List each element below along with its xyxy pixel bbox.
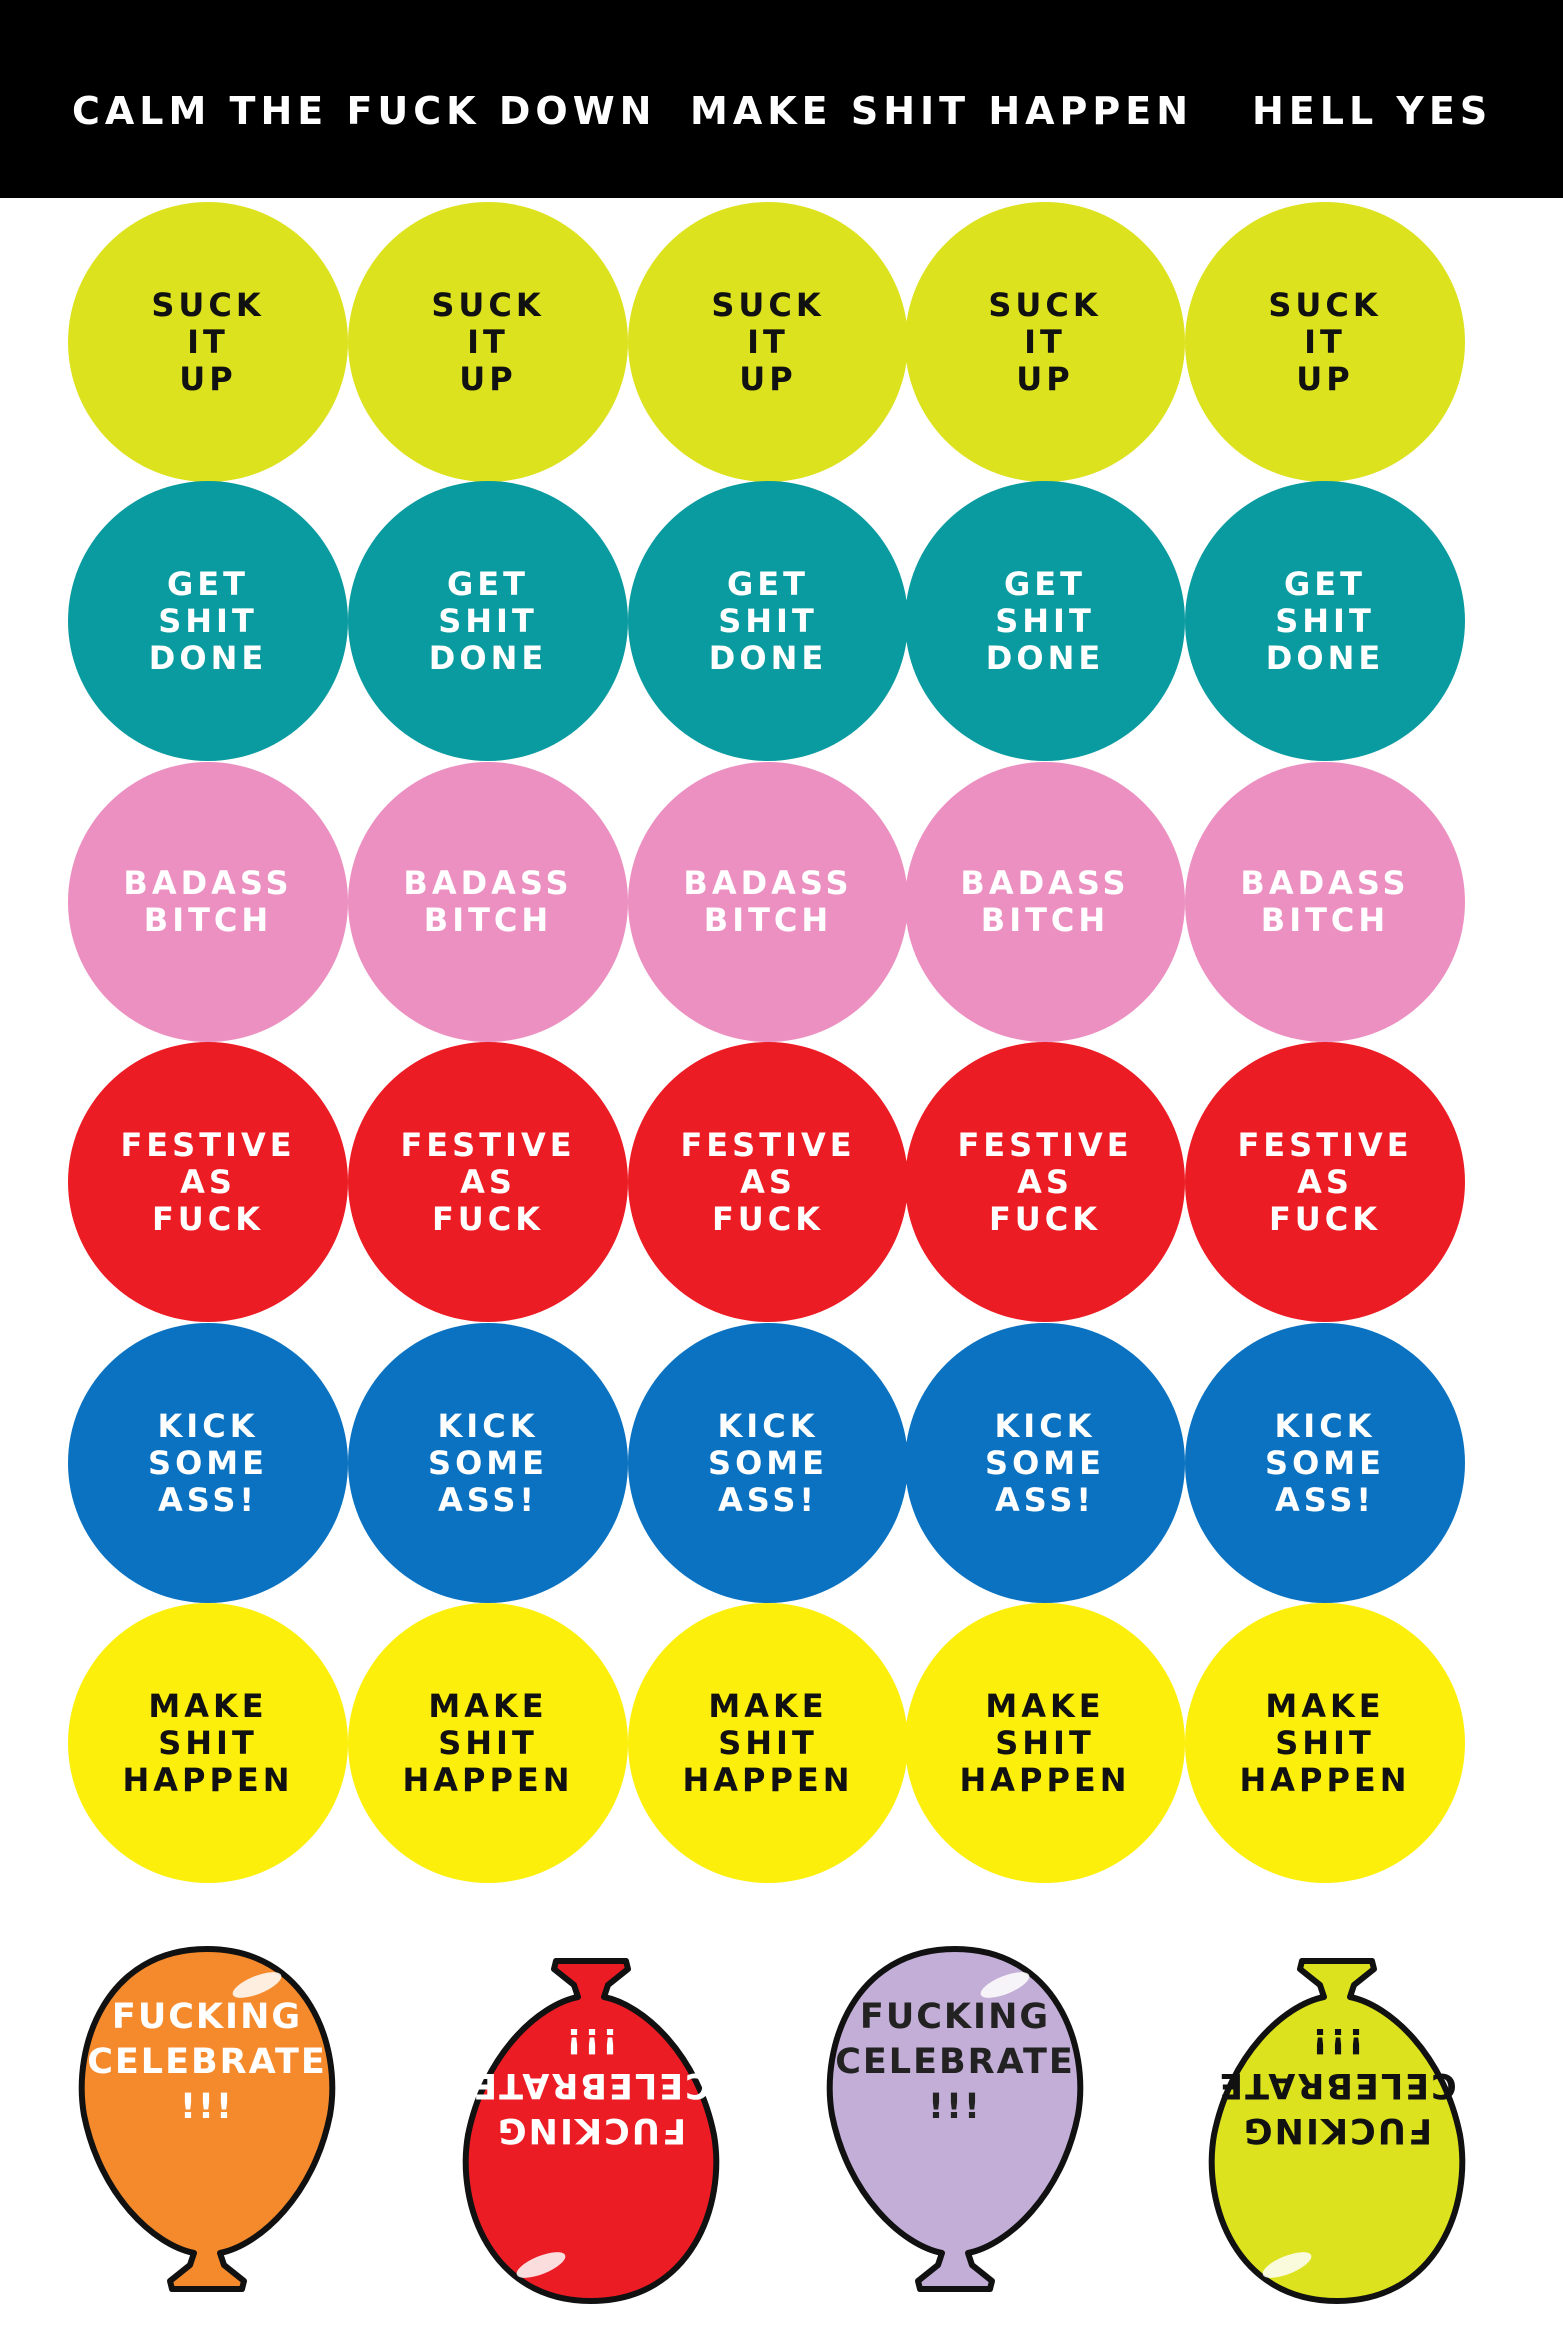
sticker-label: SUCK IT UP — [988, 285, 1102, 398]
balloon-icon — [78, 1946, 336, 2292]
sticker-suck-it-up[interactable]: SUCK IT UP — [1185, 202, 1465, 482]
sticker-suck-it-up[interactable]: SUCK IT UP — [68, 202, 348, 482]
sticker-badass-bitch[interactable]: BADASS BITCH — [68, 762, 348, 1042]
sticker-make-shit-happen[interactable]: MAKE SHIT HAPPEN — [905, 1603, 1185, 1883]
sticker-badass-bitch[interactable]: BADASS BITCH — [628, 762, 908, 1042]
balloon-sticker-1[interactable]: FUCKING CELEBRATE !!! — [62, 1905, 352, 2305]
sticker-get-shit-done[interactable]: GET SHIT DONE — [68, 481, 348, 761]
sticker-label: MAKE SHIT HAPPEN — [959, 1686, 1131, 1799]
balloon-icon — [826, 1946, 1084, 2292]
sticker-label: GET SHIT DONE — [708, 564, 828, 677]
sticker-row-make-shit-happen: MAKE SHIT HAPPEN MAKE SHIT HAPPEN MAKE SHI… — [0, 1603, 1563, 1883]
sticker-festive-as-fuck[interactable]: FESTIVE AS FUCK — [68, 1042, 348, 1322]
balloon-shine — [980, 1972, 1030, 1998]
header-label-hell-yes[interactable]: HELL YES — [1252, 89, 1493, 133]
sticker-kick-some-ass[interactable]: KICK SOME ASS! — [348, 1323, 628, 1603]
sticker-row-festive-as-fuck: FESTIVE AS FUCK FESTIVE AS FUCK FESTIVE AS… — [0, 1042, 1563, 1322]
balloon-sticker-3[interactable]: FUCKING CELEBRATE !!! — [810, 1905, 1100, 2305]
sticker-label: KICK SOME ASS! — [985, 1406, 1105, 1519]
sticker-label: BADASS BITCH — [403, 864, 573, 939]
sticker-row-suck-it-up: SUCK IT UP SUCK IT UP SUCK IT UP SUCK IT UP… — [0, 202, 1563, 482]
sticker-get-shit-done[interactable]: GET SHIT DONE — [628, 481, 908, 761]
sticker-label: BADASS BITCH — [960, 864, 1130, 939]
sticker-get-shit-done[interactable]: GET SHIT DONE — [905, 481, 1185, 761]
sticker-label: MAKE SHIT HAPPEN — [1239, 1686, 1411, 1799]
sticker-row-kick-some-ass: KICK SOME ASS! KICK SOME ASS! KICK SOME AS… — [0, 1323, 1563, 1603]
sticker-label: KICK SOME ASS! — [148, 1406, 268, 1519]
balloon-shine — [516, 2252, 566, 2278]
sticker-suck-it-up[interactable]: SUCK IT UP — [348, 202, 628, 482]
sticker-label: KICK SOME ASS! — [708, 1406, 828, 1519]
balloon-label: FUCKING CELEBRATE !!! — [1217, 2020, 1457, 2150]
sticker-label: FESTIVE AS FUCK — [400, 1125, 576, 1238]
header-label-calm[interactable]: CALM THE FUCK DOWN — [72, 89, 657, 133]
sticker-row-badass-bitch: BADASS BITCH BADASS BITCH BADASS BITCH BADA… — [0, 762, 1563, 1042]
sticker-label: GET SHIT DONE — [428, 564, 548, 677]
sticker-label: FESTIVE AS FUCK — [680, 1125, 856, 1238]
sticker-label: SUCK IT UP — [151, 285, 265, 398]
balloon-body — [1208, 1958, 1466, 2304]
sticker-label: MAKE SHIT HAPPEN — [122, 1686, 294, 1799]
sticker-label: KICK SOME ASS! — [428, 1406, 548, 1519]
balloon-icon — [1208, 1958, 1466, 2304]
sticker-label: MAKE SHIT HAPPEN — [402, 1686, 574, 1799]
balloon-icon — [462, 1958, 720, 2304]
header-label-make-shit-happen[interactable]: MAKE SHIT HAPPEN — [690, 89, 1193, 133]
sticker-label: SUCK IT UP — [1268, 285, 1382, 398]
sticker-make-shit-happen[interactable]: MAKE SHIT HAPPEN — [1185, 1603, 1465, 1883]
sticker-label: BADASS BITCH — [1240, 864, 1410, 939]
sticker-make-shit-happen[interactable]: MAKE SHIT HAPPEN — [348, 1603, 628, 1883]
sticker-festive-as-fuck[interactable]: FESTIVE AS FUCK — [628, 1042, 908, 1322]
sticker-label: GET SHIT DONE — [148, 564, 268, 677]
sticker-label: FESTIVE AS FUCK — [957, 1125, 1133, 1238]
sticker-suck-it-up[interactable]: SUCK IT UP — [905, 202, 1185, 482]
balloon-shine — [1262, 2252, 1312, 2278]
balloon-sticker-2[interactable]: FUCKING CELEBRATE !!! — [446, 1905, 736, 2305]
sticker-label: BADASS BITCH — [683, 864, 853, 939]
sticker-festive-as-fuck[interactable]: FESTIVE AS FUCK — [905, 1042, 1185, 1322]
balloon-body — [462, 1958, 720, 2304]
balloon-shine — [232, 1972, 282, 1998]
sticker-label: FESTIVE AS FUCK — [120, 1125, 296, 1238]
balloon-body — [826, 1946, 1084, 2292]
balloon-sticker-4[interactable]: FUCKING CELEBRATE !!! — [1192, 1905, 1482, 2305]
sticker-label: GET SHIT DONE — [1265, 564, 1385, 677]
sticker-kick-some-ass[interactable]: KICK SOME ASS! — [68, 1323, 348, 1603]
balloon-label: FUCKING CELEBRATE !!! — [835, 1997, 1075, 2127]
sticker-label: KICK SOME ASS! — [1265, 1406, 1385, 1519]
sticker-get-shit-done[interactable]: GET SHIT DONE — [1185, 481, 1465, 761]
balloon-body — [78, 1946, 336, 2292]
balloon-label: FUCKING CELEBRATE !!! — [471, 2020, 711, 2150]
sticker-kick-some-ass[interactable]: KICK SOME ASS! — [628, 1323, 908, 1603]
sticker-label: SUCK IT UP — [711, 285, 825, 398]
sticker-make-shit-happen[interactable]: MAKE SHIT HAPPEN — [68, 1603, 348, 1883]
sticker-label: BADASS BITCH — [123, 864, 293, 939]
sticker-badass-bitch[interactable]: BADASS BITCH — [348, 762, 628, 1042]
sticker-kick-some-ass[interactable]: KICK SOME ASS! — [905, 1323, 1185, 1603]
sticker-get-shit-done[interactable]: GET SHIT DONE — [348, 481, 628, 761]
sticker-label: SUCK IT UP — [431, 285, 545, 398]
sticker-label: FESTIVE AS FUCK — [1237, 1125, 1413, 1238]
sticker-suck-it-up[interactable]: SUCK IT UP — [628, 202, 908, 482]
sticker-row-get-shit-done: GET SHIT DONE GET SHIT DONE GET SHIT DONE G… — [0, 481, 1563, 761]
sticker-label: GET SHIT DONE — [985, 564, 1105, 677]
sticker-badass-bitch[interactable]: BADASS BITCH — [905, 762, 1185, 1042]
sticker-badass-bitch[interactable]: BADASS BITCH — [1185, 762, 1465, 1042]
sticker-label: MAKE SHIT HAPPEN — [682, 1686, 854, 1799]
sticker-make-shit-happen[interactable]: MAKE SHIT HAPPEN — [628, 1603, 908, 1883]
sticker-festive-as-fuck[interactable]: FESTIVE AS FUCK — [1185, 1042, 1465, 1322]
sticker-kick-some-ass[interactable]: KICK SOME ASS! — [1185, 1323, 1465, 1603]
header-bar: CALM THE FUCK DOWN MAKE SHIT HAPPEN HELL… — [0, 0, 1563, 198]
sticker-festive-as-fuck[interactable]: FESTIVE AS FUCK — [348, 1042, 628, 1322]
balloon-label: FUCKING CELEBRATE !!! — [87, 1997, 327, 2127]
